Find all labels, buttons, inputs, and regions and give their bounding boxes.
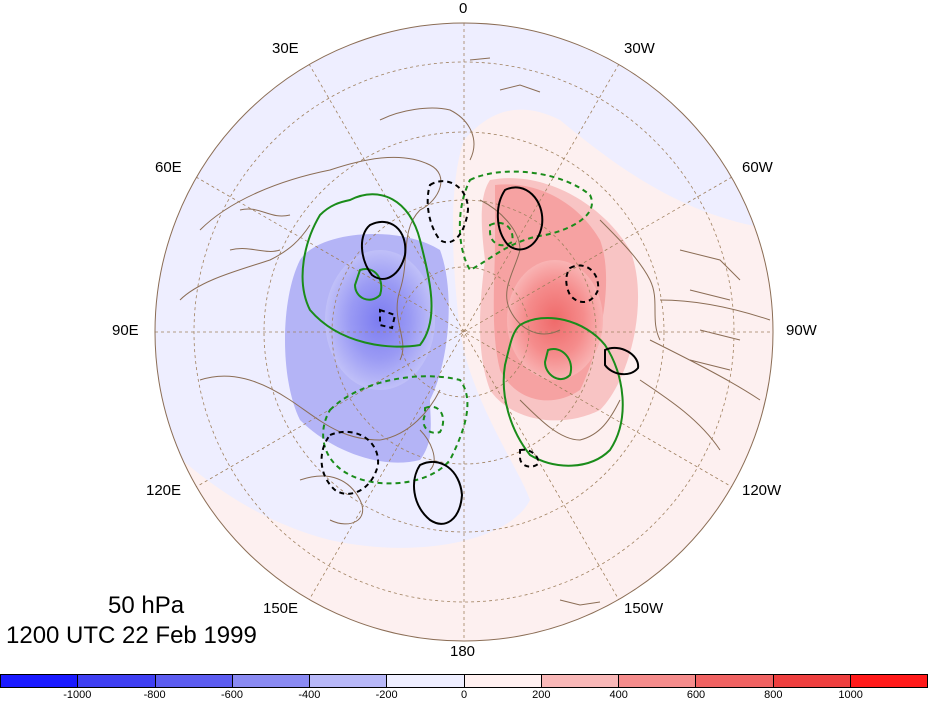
black-contours [361, 186, 640, 525]
colorbar-segment [541, 675, 619, 687]
green-dashed-contours [322, 170, 593, 485]
colorbar-tick-label: -200 [375, 689, 398, 701]
colorbar-segment [696, 675, 774, 687]
longitude-label-30w: 30W [624, 40, 655, 57]
colorbar-tick-label: 400 [609, 689, 628, 701]
colorbar-segment [155, 675, 233, 687]
colorbar-tick-label: 800 [764, 689, 783, 701]
longitude-label-60e: 60E [155, 159, 182, 176]
colorbar-tick-label: 0 [460, 689, 468, 701]
colorbar-segment [619, 675, 697, 687]
green-contours [301, 193, 624, 467]
longitude-label-0: 0 [459, 0, 468, 17]
colorbar-segment [850, 675, 927, 687]
colorbar-segment [232, 675, 310, 687]
colorbar-tick-label: -400 [298, 689, 321, 701]
longitude-label-90e: 90E [112, 322, 139, 339]
colorbar-tick-label: 200 [532, 689, 551, 701]
meridians [155, 23, 773, 641]
longitude-label-120w: 120W [742, 482, 782, 499]
longitude-label-150w: 150W [624, 600, 664, 617]
longitude-label-150e: 150E [263, 600, 299, 617]
colorbar-tick-label: -800 [143, 689, 166, 701]
longitude-label-90w: 90W [786, 322, 817, 339]
longitude-label-60w: 60W [742, 159, 773, 176]
colorbar-tick-label: 600 [686, 689, 706, 701]
colorbar-segment [310, 675, 388, 687]
positive-anomaly-core [507, 260, 603, 380]
pressure-level-caption: 50 hPa [108, 592, 185, 619]
longitude-label-180: 180 [450, 643, 476, 660]
colorbar-tick-label: -1000 [63, 689, 92, 701]
coastlines [179, 57, 771, 606]
longitude-label-30e: 30E [272, 40, 299, 57]
colorbar-segment [387, 675, 465, 687]
black-dashed-contours [320, 180, 600, 495]
colorbar-tick-label: 1000 [838, 689, 863, 701]
colorbar-segment [78, 675, 156, 687]
colorbar [0, 674, 928, 688]
map-boundary [154, 22, 774, 642]
colorbar-segment [464, 675, 542, 687]
colorbar-segment [1, 675, 79, 687]
valid-time-caption: 1200 UTC 22 Feb 1999 [6, 622, 257, 649]
colorbar-segment [773, 675, 851, 687]
colorbar-tick-label: -600 [220, 689, 244, 701]
longitude-label-120e: 120E [146, 482, 182, 499]
